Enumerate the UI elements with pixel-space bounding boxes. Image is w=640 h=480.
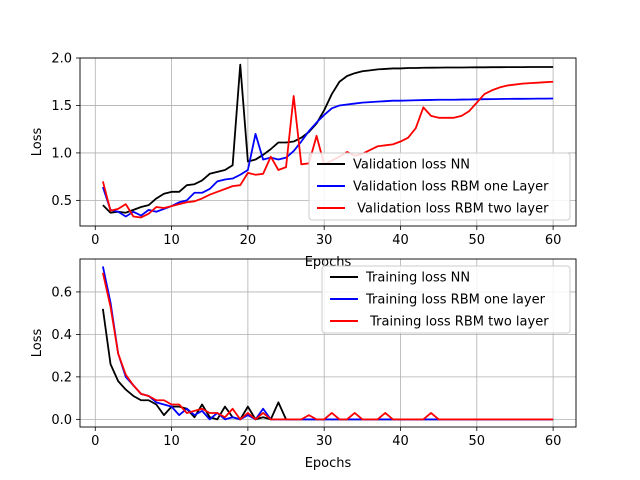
legend-label-0: Validation loss NN <box>353 158 470 173</box>
x-tick-label: 60 <box>545 434 562 449</box>
series-line-1 <box>102 97 554 218</box>
series-line-2 <box>102 272 554 421</box>
x-tick-label: 60 <box>545 233 562 248</box>
x-tick-label: 40 <box>392 233 409 248</box>
x-tick-label: 0 <box>91 434 99 449</box>
legend-label-2: Training loss RBM two layer <box>366 315 549 330</box>
legend-label-2: Validation loss RBM two layer <box>353 202 549 217</box>
x-axis-label: Epochs <box>305 456 352 471</box>
x-tick-label: 40 <box>392 434 409 449</box>
y-tick-label: 1.5 <box>51 99 72 114</box>
validation-loss-panel: 0 10 20 30 40 50 600.51.01.52.0LossEpochsValid… <box>30 52 577 270</box>
legend-box <box>321 265 571 334</box>
y-tick-label: 0.6 <box>51 285 72 300</box>
legend-label-1: Validation loss RBM one Layer <box>353 180 549 195</box>
x-tick-label: 50 <box>469 233 486 248</box>
axes-frame <box>79 258 577 428</box>
y-tick-label: 0.2 <box>51 370 72 385</box>
y-tick-label: 0.4 <box>51 328 72 343</box>
legend-box <box>308 152 571 221</box>
x-tick-label: 10 <box>163 233 180 248</box>
x-tick-label: 10 <box>163 434 180 449</box>
axes-frame <box>79 57 577 227</box>
y-tick-label: 0.0 <box>51 413 72 428</box>
x-tick-label: 0 <box>91 233 99 248</box>
legend-label-1: Training loss RBM one layer <box>365 293 546 308</box>
y-axis-label: Loss <box>30 329 45 358</box>
training-loss-panel: 0 10 20 30 40 50 60 0.0 0.2 0.4 0.6 Loss Epochs Train… <box>30 258 577 471</box>
series-line-0 <box>102 63 554 214</box>
x-tick-label: 30 <box>316 233 333 248</box>
y-tick-label: 1.0 <box>51 146 72 161</box>
y-tick-label: 0.5 <box>51 194 72 209</box>
y-tick-label: 2.0 <box>51 52 72 67</box>
x-tick-label: 20 <box>240 233 257 248</box>
y-axis-label: Loss <box>30 128 45 157</box>
x-tick-label: 20 <box>240 434 257 449</box>
x-tick-label: 50 <box>469 434 486 449</box>
x-tick-label: 30 <box>316 434 333 449</box>
legend-label-0: Training loss NN <box>365 271 470 286</box>
